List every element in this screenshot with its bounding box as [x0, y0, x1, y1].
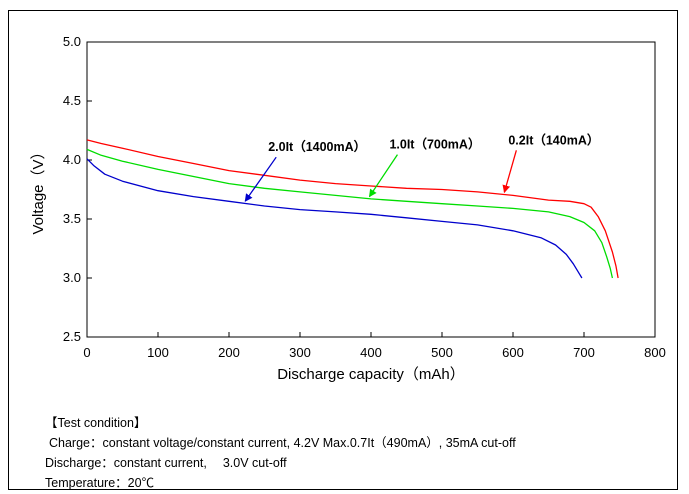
annotation-label: 1.0It（700mA）: [389, 137, 480, 152]
x-tick-label: 100: [147, 345, 169, 360]
y-tick-label: 3.0: [63, 270, 81, 285]
x-axis-label: Discharge capacity（mAh）: [277, 366, 465, 383]
y-axis-label: Voltage（V）: [30, 144, 47, 234]
chart-frame: 2.5 3.0 3.5 4.0 4.5 5.0 0 100 200 300 400 500 600 700…: [8, 10, 678, 490]
x-tick-label: 0: [83, 345, 90, 360]
x-tick-label: 300: [289, 345, 311, 360]
x-tick-label: 500: [431, 345, 453, 360]
annotation-arrow: [368, 154, 398, 198]
annotation-label: 0.2It（140mA）: [508, 132, 599, 147]
x-tick-label: 400: [360, 345, 382, 360]
x-tick-label: 200: [218, 345, 240, 360]
series-line-1: [86, 139, 619, 279]
plot-area-border: [86, 41, 656, 338]
test-condition-notes: 【Test condition】 Charge：constant voltage…: [45, 413, 516, 493]
discharge-condition: Discharge：constant current, 3.0V cut-off: [45, 456, 287, 470]
annotation-arrow: [502, 150, 517, 194]
annotation-label: 2.0It（1400mA）: [268, 139, 366, 154]
test-condition-heading: 【Test condition】: [45, 416, 147, 430]
y-tick-label: 5.0: [63, 34, 81, 49]
x-tick-label: 800: [644, 345, 666, 360]
y-tick-label: 3.5: [63, 211, 81, 226]
discharge-chart: 2.5 3.0 3.5 4.0 4.5 5.0 0 100 200 300 400 500 600 700…: [30, 34, 666, 383]
annotation-arrow: [244, 156, 277, 202]
series-line-3: [86, 158, 583, 279]
charge-condition: Charge：constant voltage/constant current…: [49, 436, 516, 450]
top-strip: [0, 0, 689, 10]
series-line-2: [86, 148, 614, 279]
temperature-condition: Temperature：20℃: [45, 476, 155, 490]
x-tick-label: 600: [502, 345, 524, 360]
y-tick-label: 4.5: [63, 93, 81, 108]
y-tick-label: 2.5: [63, 329, 81, 344]
y-tick-label: 4.0: [63, 152, 81, 167]
x-tick-label: 700: [573, 345, 595, 360]
